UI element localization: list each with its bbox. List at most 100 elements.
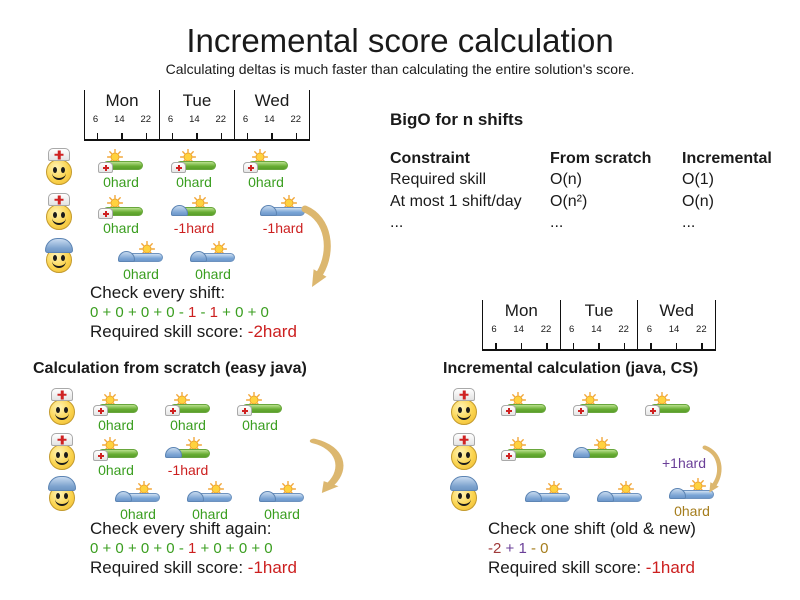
- bigo-table: Constraint From scratch Incremental Requir…: [390, 150, 772, 236]
- move-arrow-icon: [309, 438, 344, 493]
- shift-icon: [501, 437, 547, 477]
- employee-mouth: [457, 498, 471, 506]
- nurse-cap-icon: [93, 450, 108, 461]
- employee-eye: [458, 407, 462, 413]
- nurse-cap-icon: [48, 148, 70, 161]
- employee-face: [49, 399, 75, 425]
- nurse-cap-icon: [98, 208, 113, 219]
- hard-hat-icon: [165, 447, 182, 458]
- timeline-hours: 6 14 22: [160, 114, 234, 125]
- shift-icon: 0hard: [190, 241, 236, 282]
- bigo-cell: ...: [682, 214, 696, 231]
- timeline-tick-mark: [96, 133, 99, 139]
- formula-token: + 0 + 0: [218, 303, 269, 321]
- timeline-hour-label: 14: [668, 324, 680, 335]
- timeline-hour-label: 14: [513, 324, 524, 335]
- red-cross-icon: [238, 406, 251, 415]
- employee-nurse-icon: [45, 148, 73, 185]
- employee-eye: [61, 255, 65, 261]
- formula-token: 0 + 0 + 0 + 0 -: [90, 303, 188, 321]
- page-title: Incremental score calculation: [186, 22, 614, 59]
- timeline-hours: 6 14 22: [483, 324, 560, 335]
- bigo-column-header: From scratch: [550, 150, 652, 167]
- shift-score-label: -1hard: [167, 462, 209, 478]
- nurse-cap-icon: [51, 433, 73, 446]
- nurse-cap-icon: [98, 162, 113, 173]
- shift-score-label: 0hard: [98, 417, 134, 433]
- formula-token: + 0 + 0 + 0: [196, 539, 273, 557]
- timeline-hours: 6 14 22: [85, 114, 159, 125]
- shift-icon: [645, 392, 691, 432]
- shift-score-label: 0hard: [674, 503, 710, 519]
- timeline-ticks: [85, 133, 159, 139]
- red-cross-icon: [574, 406, 587, 415]
- timeline-day-wed: Wed 6 14 22: [637, 300, 717, 349]
- red-cross-icon: [172, 163, 185, 172]
- employee-mouth: [457, 412, 471, 420]
- move-arrow: [300, 437, 346, 497]
- timeline-ticks: [235, 133, 309, 139]
- hard-hat-icon: [118, 251, 135, 262]
- employee-builder-icon: [48, 474, 76, 511]
- hard-hat-icon: [171, 205, 188, 216]
- shift-score-label: 0hard: [103, 220, 139, 236]
- bigo-row: At most 1 shift/day O(n²) O(n): [390, 193, 772, 215]
- employee-eye: [64, 493, 68, 499]
- hard-hat-icon: [115, 491, 132, 502]
- timeline: Mon 6 14 22 Tue 6 14 22 Wed 6 14 22: [482, 300, 717, 351]
- nurse-cap-icon: [48, 193, 70, 206]
- nurse-cap-icon: [453, 433, 475, 446]
- score-prefix: Required skill score:: [488, 558, 646, 577]
- shift-score-label: 0hard: [170, 417, 206, 433]
- note-title: Check every shift:: [90, 283, 226, 302]
- red-cross-icon: [454, 434, 474, 445]
- timeline-hours: 6 14 22: [561, 324, 638, 335]
- timeline-tick-mark: [246, 133, 249, 139]
- timeline-hour-label: 22: [290, 114, 302, 125]
- bigo-cell: ...: [390, 214, 404, 231]
- nurse-cap-icon: [243, 162, 258, 173]
- red-cross-icon: [99, 209, 112, 218]
- hard-hat-icon: [187, 491, 204, 502]
- timeline-tick-mark: [675, 343, 678, 349]
- note-title: Check every shift again:: [90, 519, 272, 538]
- score-line: Required skill score: -1hard: [488, 558, 696, 578]
- timeline-tick-mark: [196, 133, 198, 139]
- timeline-tick-mark: [171, 133, 174, 139]
- timeline-tick-mark: [546, 343, 548, 349]
- bigo-cell: ...: [550, 214, 564, 231]
- employee-eye: [466, 452, 470, 458]
- employee-face: [49, 444, 75, 470]
- timeline-hour-label: 6: [646, 324, 652, 335]
- shift-score-label: 0hard: [264, 506, 300, 522]
- employee-eye: [56, 493, 60, 499]
- red-cross-icon: [52, 434, 72, 445]
- formula-token: -: [196, 303, 210, 321]
- timeline-day-label: Wed: [254, 91, 290, 110]
- shift-icon: 0hard: [98, 195, 144, 236]
- timeline-day-tue: Tue 6 14 22: [559, 300, 638, 349]
- red-cross-icon: [49, 149, 69, 160]
- timeline-day-label: Wed: [659, 301, 694, 320]
- score-note: Check every shift again: 0 + 0 + 0 + 0 - …: [90, 519, 297, 578]
- shift-icon: [525, 481, 571, 521]
- shift-score-label: 0hard: [120, 506, 156, 522]
- formula-token: 1: [187, 539, 197, 557]
- formula-token: -2: [488, 539, 502, 557]
- employee-eye: [458, 493, 462, 499]
- employee-eye: [466, 407, 470, 413]
- bigo-cell: O(n): [550, 171, 582, 188]
- nurse-cap-icon: [165, 405, 180, 416]
- move-arrow: [697, 444, 723, 496]
- timeline-tick-mark: [623, 343, 626, 349]
- red-cross-icon: [49, 194, 69, 205]
- timeline-day-mon: Mon 6 14 22: [482, 300, 560, 349]
- timeline-hour-label: 6: [167, 114, 174, 125]
- shift-icon: 0hard: [93, 392, 139, 433]
- score-prefix: Required skill score:: [90, 558, 248, 577]
- employee-eye: [64, 407, 68, 413]
- hard-hat-icon: [190, 251, 207, 262]
- timeline-hour-label: 22: [696, 324, 707, 335]
- employee-builder-icon: [450, 474, 478, 511]
